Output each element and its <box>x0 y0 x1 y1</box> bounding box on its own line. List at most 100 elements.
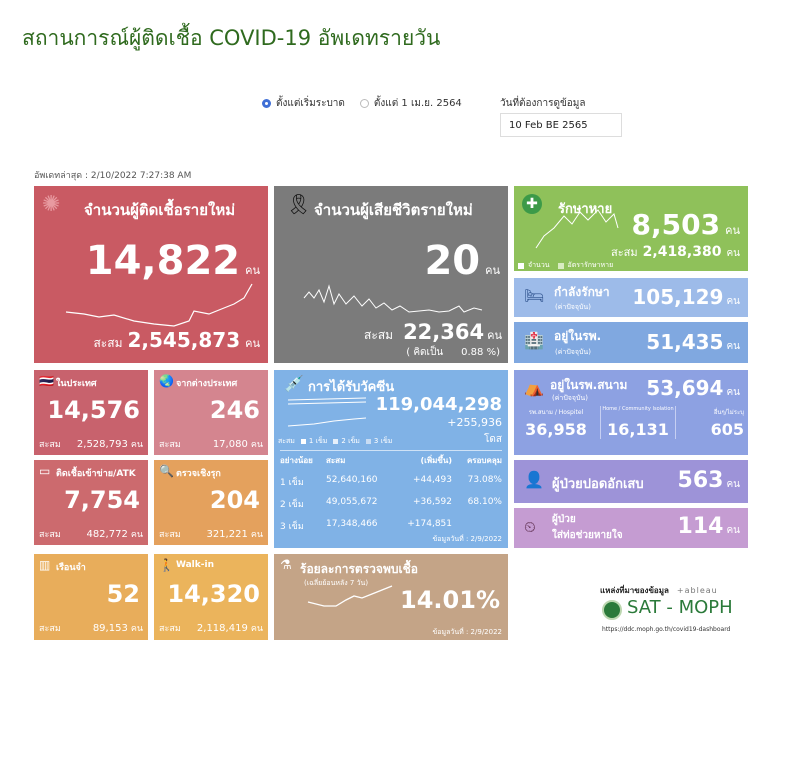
positivity-sub: (เฉลี่ยย้อนหลัง 7 วัน) <box>304 579 369 587</box>
patient-icon: 👤 <box>524 470 544 489</box>
walkin-cumulative-row: สะสม 2,118,419 คน <box>159 621 263 635</box>
unit: คน <box>250 440 263 450</box>
positivity-title: ร้อยละการตรวจพบเชื้อ <box>300 562 418 576</box>
period-filter: ตั้งแต่เริ่มระบาด ตั้งแต่ 1 เม.ย. 2564 <box>262 96 462 111</box>
unit: คน <box>245 264 260 277</box>
atk-cumulative-row: สะสม 482,772 คน <box>39 527 143 541</box>
radio-since-start-label[interactable]: ตั้งแต่เริ่มระบาด <box>276 98 345 109</box>
home-isolation-label: Home / Community Isolation <box>602 406 674 412</box>
cum-label: สะสม <box>39 530 61 540</box>
hospital-icon: 🏥 <box>524 331 544 350</box>
cum-label: สะสม <box>159 530 181 540</box>
recovered-value-row: 8,503 คน <box>632 208 740 241</box>
walkin-title: Walk-in <box>176 560 214 570</box>
treating-card: 🛏 กำลังรักษา (ค่าปัจจุบัน) 105,129 คน <box>514 278 748 317</box>
new-cases-value: 14,822 <box>85 238 241 284</box>
cum-label: สะสม <box>611 246 638 259</box>
date-picker: วันที่ต้องการดูข้อมูล 10 Feb BE 2565 <box>500 96 622 137</box>
vaccine-header: อย่างน้อย <box>280 456 313 465</box>
other-value: 605 <box>710 420 744 439</box>
unit: คน <box>726 341 740 352</box>
legend-swatch <box>557 262 564 269</box>
domestic-title: ในประเทศ <box>56 379 97 389</box>
field-hospital-sub: (ค่าปัจจุบัน) <box>552 394 588 402</box>
ventilator-title: ผู้ป่วย <box>552 514 576 525</box>
positivity-value: 14.01% <box>400 586 500 614</box>
treating-sub: (ค่าปัจจุบัน) <box>555 303 591 311</box>
domestic-value: 14,576 <box>47 396 140 424</box>
treating-value: 105,129 <box>632 285 724 309</box>
new-cases-cumulative: 2,545,873 <box>127 328 241 352</box>
field-hospital-value-row: 53,694 คน <box>646 376 740 400</box>
date-label: วันที่ต้องการดูข้อมูล <box>500 98 586 109</box>
recovered-sparkline <box>535 209 619 249</box>
ventilator-title-2: ใส่ท่อช่วยหายใจ <box>552 530 623 541</box>
vaccine-sparkline <box>287 397 367 427</box>
prison-title: เรือนจำ <box>56 563 86 573</box>
prison-cumulative: 89,153 <box>92 623 128 634</box>
proactive-title: ตรวจเชิงรุก <box>176 469 221 479</box>
home-isolation-value: 16,131 <box>607 420 669 439</box>
source-url[interactable]: https://ddc.moph.go.th/covid19-dashboard <box>602 626 731 633</box>
prison-card: ▥ เรือนจำ 52 สะสม 89,153 คน <box>34 554 148 640</box>
radio-since-apr[interactable] <box>359 99 369 108</box>
death-rate: 0.88 %) <box>461 347 500 358</box>
ribbon-icon: 🎗 <box>286 192 312 216</box>
abroad-cumulative-row: สะสม 17,080 คน <box>159 437 263 451</box>
abroad-cumulative: 17,080 <box>212 439 248 450</box>
pneumonia-value-row: 563 คน <box>678 468 740 493</box>
atk-icon: ▭ <box>39 464 51 478</box>
hospitel-label: รพ.สนาม / Hospitel <box>528 409 584 416</box>
virus-icon: ✺ <box>42 192 61 217</box>
source-header: แหล่งที่มาของข้อมูล +ableau <box>600 584 718 597</box>
moph-logo-icon <box>602 600 622 620</box>
walkin-value: 14,320 <box>167 580 260 608</box>
vaccine-legend-label: สะสม <box>278 437 295 445</box>
proactive-icon: 🔍 <box>159 464 174 478</box>
proactive-card: 🔍 ตรวจเชิงรุก 204 สะสม 321,221 คน <box>154 460 268 545</box>
proactive-cumulative: 321,221 <box>206 529 248 540</box>
pneumonia-title: ผู้ป่วยปอดอักเสบ <box>552 477 644 492</box>
new-cases-title: จำนวนผู้ติดเชื้อรายใหม่ <box>84 201 236 219</box>
unit: คน <box>726 387 740 398</box>
other-label: อื่นๆ/ไม่ระบุ <box>713 409 744 416</box>
unit: คน <box>130 624 143 634</box>
vaccine-title: การได้รับวัคซีน <box>308 380 395 395</box>
walkin-card: 🚶 Walk-in 14,320 สะสม 2,118,419 คน <box>154 554 268 640</box>
recovered-card: ✚ รักษาหาย 8,503 คน สะสม 2,418,380 คน จำ… <box>514 186 748 271</box>
in-hospital-value-row: 51,435 คน <box>646 330 740 354</box>
in-hospital-title: อยู่ในรพ. <box>554 329 602 343</box>
treating-value-row: 105,129 คน <box>632 285 740 309</box>
abroad-icon: 🌏 <box>159 374 174 388</box>
radio-since-start[interactable] <box>262 99 271 108</box>
unit: คน <box>487 329 502 342</box>
domestic-icon: 🇹🇭 <box>39 374 54 388</box>
legend-swatch <box>300 439 306 444</box>
prison-value: 52 <box>106 580 140 608</box>
radio-since-apr-label[interactable]: ตั้งแต่ 1 เม.ย. 2564 <box>373 98 462 109</box>
deaths-card: 🎗 จำนวนผู้เสียชีวิตรายใหม่ 20 คน สะสม 22… <box>274 186 508 363</box>
deaths-title: จำนวนผู้เสียชีวิตรายใหม่ <box>314 201 473 219</box>
vaccine-legend: สะสม 1 เข็ม 2 เข็ม 3 เข็ม <box>278 436 392 447</box>
unit: คน <box>485 264 500 277</box>
vaccine-unit: โดส <box>484 434 502 445</box>
vaccine-legend-item: 1 เข็ม <box>308 437 328 445</box>
cum-label: สะสม <box>364 328 394 342</box>
date-input[interactable]: 10 Feb BE 2565 <box>500 113 622 137</box>
vaccine-cell: 49,055,672 <box>326 497 378 507</box>
legend-swatch <box>518 262 524 269</box>
proactive-value: 204 <box>209 486 260 514</box>
vaccine-data-date: ข้อมูลวันที่ : 2/9/2022 <box>432 535 502 543</box>
unit: คน <box>726 525 740 536</box>
ventilator-value-row: 114 คน <box>678 514 740 539</box>
deaths-cumulative: 22,364 <box>403 320 485 344</box>
pneumonia-value: 563 <box>677 468 724 493</box>
hospitel-col: รพ.สนาม / Hospitel 36,958 <box>518 406 594 439</box>
other-col: อื่นๆ/ไม่ระบุ 605 <box>680 406 744 439</box>
unit: คน <box>130 440 143 450</box>
field-hospital-title: อยู่ในรพ.สนาม <box>550 378 628 392</box>
home-isolation-col: Home / Community Isolation 16,131 <box>600 406 676 439</box>
vaccine-table: อย่างน้อย สะสม (เพิ่มขึ้น) ครอบคลุม 1 เข็ม 52… <box>280 454 502 533</box>
vaccine-cell: 52,640,160 <box>326 475 378 485</box>
plus-icon: ✚ <box>522 194 542 214</box>
